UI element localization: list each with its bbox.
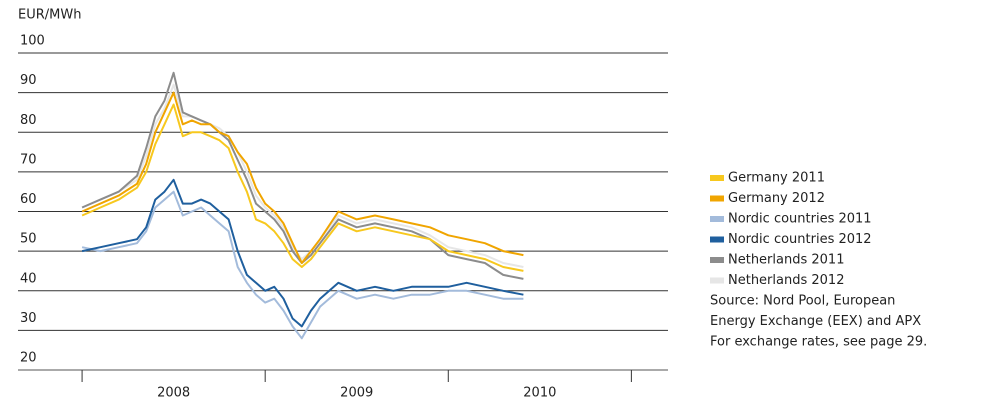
- x-tick-label: 2008: [157, 386, 190, 401]
- legend-label: Nordic countries 2011: [728, 212, 872, 227]
- series-line: [81, 91, 524, 264]
- legend-swatch: [710, 216, 724, 222]
- series-line: [81, 190, 524, 340]
- series-line: [81, 178, 524, 328]
- y-tick-label: 70: [20, 152, 37, 167]
- legend-label: Netherlands 2012: [728, 273, 844, 288]
- y-tick-label: 30: [20, 311, 37, 326]
- source-note: For exchange rates, see page 29.: [710, 335, 927, 350]
- legend-swatch: [710, 236, 724, 243]
- legend-swatch: [710, 257, 724, 263]
- y-tick-label: 100: [20, 34, 45, 49]
- y-tick-label: 40: [20, 271, 37, 286]
- y-tick-label: 50: [20, 232, 37, 247]
- series-line: [81, 71, 524, 280]
- y-tick-label: 90: [20, 73, 37, 88]
- legend-label: Netherlands 2011: [728, 253, 844, 268]
- legend-swatch: [710, 175, 724, 181]
- y-tick-label: 60: [20, 192, 37, 207]
- series-line: [81, 103, 524, 272]
- legend-swatch: [710, 277, 724, 284]
- y-tick-label: 80: [20, 113, 37, 128]
- x-tick-label: 2010: [523, 386, 556, 401]
- legend-label: Nordic countries 2012: [728, 232, 872, 247]
- legend-swatch: [710, 195, 724, 202]
- source-note: Energy Exchange (EEX) and APX: [710, 314, 921, 329]
- y-axis-label: EUR/MWh: [18, 8, 81, 23]
- x-tick-label: 2009: [340, 386, 373, 401]
- y-tick-label: 20: [20, 351, 37, 366]
- legend-label: Germany 2012: [728, 191, 825, 206]
- series-line: [81, 83, 524, 268]
- legend-label: Germany 2011: [728, 171, 825, 186]
- source-note: Source: Nord Pool, European: [710, 294, 895, 309]
